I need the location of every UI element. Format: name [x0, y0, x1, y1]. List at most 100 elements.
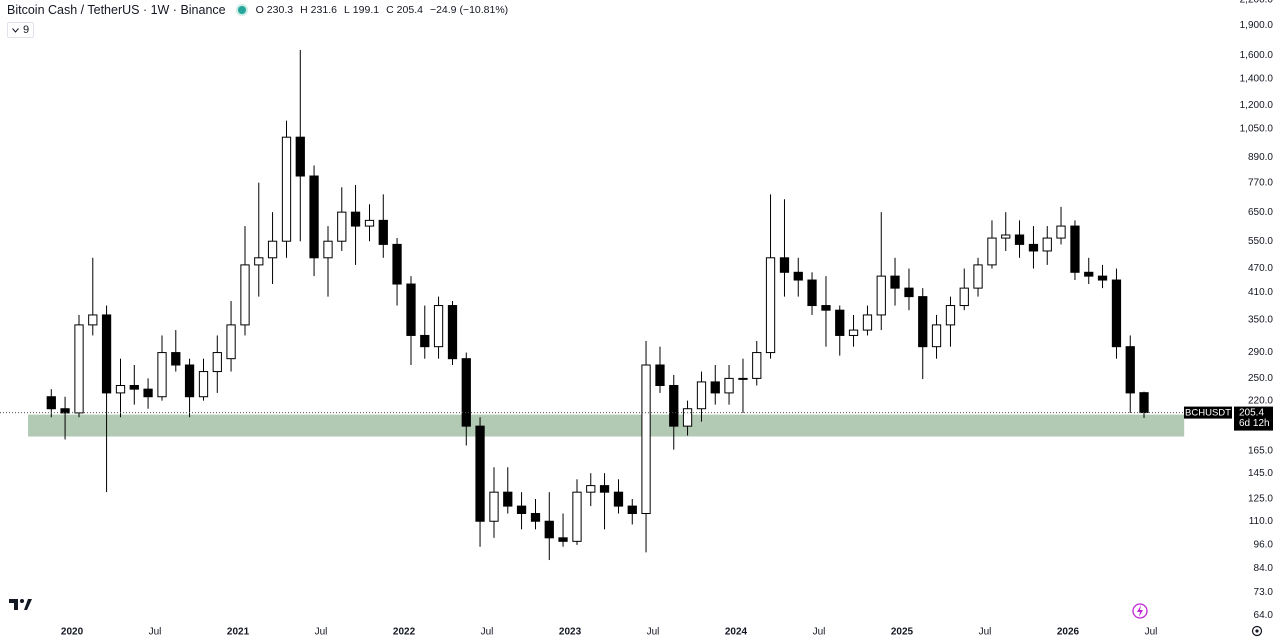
price-tag-countdown: 6d 12h — [1239, 418, 1270, 429]
x-tick-label: 2026 — [1057, 627, 1080, 638]
candle-body — [821, 305, 831, 311]
x-tick-label: 2022 — [393, 627, 416, 638]
ohlc-value: 199.1 — [352, 4, 380, 16]
candle-body — [143, 388, 153, 398]
candle-body — [918, 296, 928, 348]
candle-body — [226, 324, 236, 360]
candle-body — [807, 279, 817, 307]
candle-body — [1028, 243, 1039, 252]
indicator-toggle[interactable]: 9 — [7, 22, 35, 38]
x-tick-label: 2021 — [227, 627, 250, 638]
lightning-icon[interactable] — [1132, 603, 1148, 619]
candle-body — [88, 314, 98, 326]
candle-body — [945, 305, 956, 326]
y-tick-label: 125.0 — [1248, 494, 1273, 505]
y-tick-label: 890.0 — [1248, 152, 1273, 163]
candle-body — [184, 364, 195, 398]
candle-body — [1125, 346, 1135, 394]
ohlc-value: 230.3 — [266, 4, 294, 16]
candle-body — [1111, 279, 1122, 348]
candle-body — [295, 136, 305, 177]
y-tick-label: 1,900.0 — [1240, 20, 1274, 31]
candle-body — [752, 352, 762, 379]
candle-body — [724, 377, 734, 394]
y-tick-label: 220.0 — [1248, 395, 1273, 406]
y-tick-label: 1,050.0 — [1240, 123, 1274, 134]
candle-body — [696, 381, 707, 410]
y-tick-label: 470.0 — [1248, 263, 1273, 274]
candle-body — [503, 491, 513, 507]
ohlc-open: O 230.3 — [256, 4, 293, 16]
candle-body — [378, 219, 388, 245]
y-tick-label: 290.0 — [1248, 347, 1273, 358]
y-tick-label: 84.0 — [1254, 563, 1274, 574]
candle-body — [489, 491, 499, 522]
candle-body — [475, 425, 485, 522]
ohlc-high: H 231.6 — [300, 4, 337, 16]
candle-body — [779, 257, 790, 273]
candle-body — [613, 491, 624, 507]
ohlc-value: 205.4 — [396, 4, 423, 16]
candle-body — [738, 377, 748, 380]
candle-body — [558, 537, 568, 542]
candle-body — [364, 219, 375, 227]
candle-body — [461, 358, 471, 427]
candle-body — [862, 314, 873, 331]
candle-body — [1084, 271, 1094, 277]
candle-body — [1001, 234, 1011, 239]
x-tick-label: Jul — [315, 627, 328, 638]
price-tag — [1234, 406, 1273, 431]
ohlc-value: 231.6 — [310, 4, 337, 16]
candle-body — [641, 364, 651, 515]
candle-body — [101, 314, 112, 394]
ohlc-label: L — [343, 4, 350, 16]
ohlc-change: −24.9 (−10.81%) — [429, 4, 509, 16]
candle-body — [309, 175, 319, 259]
ohlc-label: C — [386, 4, 394, 16]
ohlc-label: H — [300, 4, 308, 16]
logo — [9, 599, 32, 610]
symbol-tag-label: BCHUSDT — [1185, 408, 1231, 419]
support-zone — [28, 414, 1185, 437]
candle-body — [406, 283, 416, 336]
candle-body — [1139, 392, 1149, 414]
candle-body — [876, 275, 886, 316]
candle-body — [281, 136, 292, 242]
candle-body — [129, 384, 139, 390]
candle-body — [599, 485, 610, 493]
candle-body — [46, 396, 56, 410]
candle-body — [1042, 237, 1052, 252]
symbol-tag — [1184, 406, 1232, 419]
candle-body — [212, 352, 222, 373]
x-tick-label: Jul — [813, 627, 826, 638]
candle-body — [323, 240, 333, 259]
candle-body — [433, 305, 444, 348]
candle-body — [157, 352, 167, 398]
candle-body — [931, 324, 942, 348]
y-tick-label: 770.0 — [1248, 177, 1273, 188]
x-tick-label: Jul — [481, 627, 494, 638]
candle-body — [392, 243, 402, 285]
y-tick-label: 110.0 — [1249, 516, 1274, 527]
x-tick-label: 2023 — [559, 627, 582, 638]
y-tick-label: 410.0 — [1248, 287, 1273, 298]
y-tick-label: 350.0 — [1248, 314, 1273, 325]
x-tick-label: Jul — [647, 627, 660, 638]
candle-body — [586, 485, 596, 493]
y-tick-label: 145.0 — [1248, 468, 1273, 479]
candle-body — [171, 352, 181, 366]
candle-body — [1070, 225, 1080, 273]
candle-body — [669, 384, 679, 427]
chevron — [12, 27, 19, 33]
indicator-count: 9 — [23, 24, 30, 36]
candle-body — [848, 329, 859, 336]
candle-body — [627, 505, 637, 515]
candle-body — [1097, 275, 1108, 281]
candle-body — [904, 287, 914, 298]
settings-icon[interactable] — [1251, 625, 1263, 637]
price-tag-value: 205.4 — [1239, 408, 1264, 419]
candle-body — [60, 408, 70, 414]
candle-body — [973, 264, 983, 289]
y-tick-label: 550.0 — [1248, 236, 1273, 247]
